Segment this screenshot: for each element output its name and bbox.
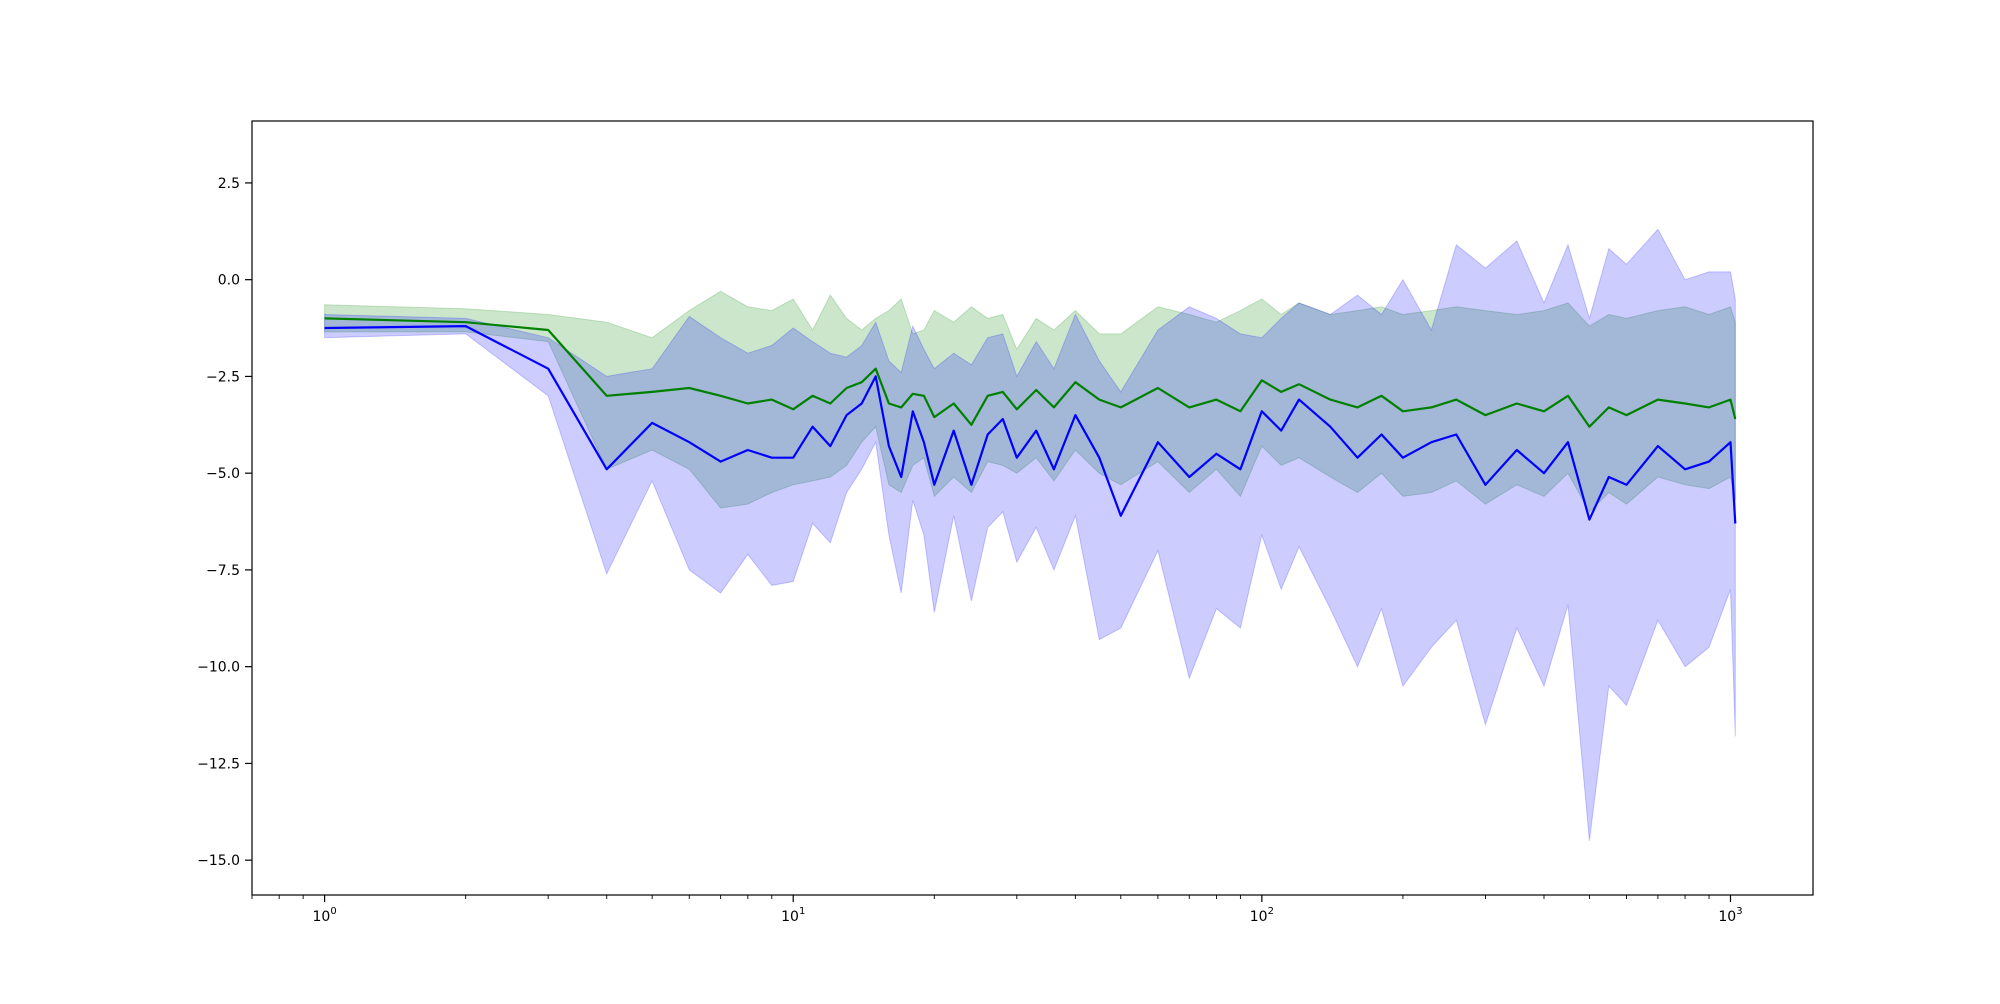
x-tick-label: 102 (1250, 906, 1274, 925)
x-tick-label: 100 (312, 906, 336, 925)
y-tick-label: 0.0 (218, 273, 240, 289)
series-2-line (324, 325, 1737, 524)
plot-area-frame (251, 120, 1814, 896)
y-axis: 2.5 0.0 −2.5 −5.0 −7.5 −10.0 −12.5 −15.0 (197, 176, 252, 869)
x-tick-label: 103 (1718, 906, 1742, 925)
series-1-band (324, 290, 1736, 513)
series-1-line (324, 317, 1737, 428)
x-axis: 100 101 102 103 (251, 895, 1743, 925)
y-tick-label: −2.5 (206, 369, 240, 385)
series-2-band (324, 228, 1736, 841)
y-tick-label: −5.0 (206, 466, 240, 482)
y-tick-label: −12.5 (197, 756, 240, 772)
y-tick-label: −10.0 (197, 660, 240, 676)
confidence-bands (324, 228, 1736, 841)
y-tick-label: −15.0 (197, 853, 240, 869)
y-tick-label: −7.5 (206, 563, 240, 579)
series-lines (324, 317, 1737, 524)
y-tick-label: 2.5 (218, 176, 240, 192)
x-tick-label: 101 (781, 906, 805, 925)
